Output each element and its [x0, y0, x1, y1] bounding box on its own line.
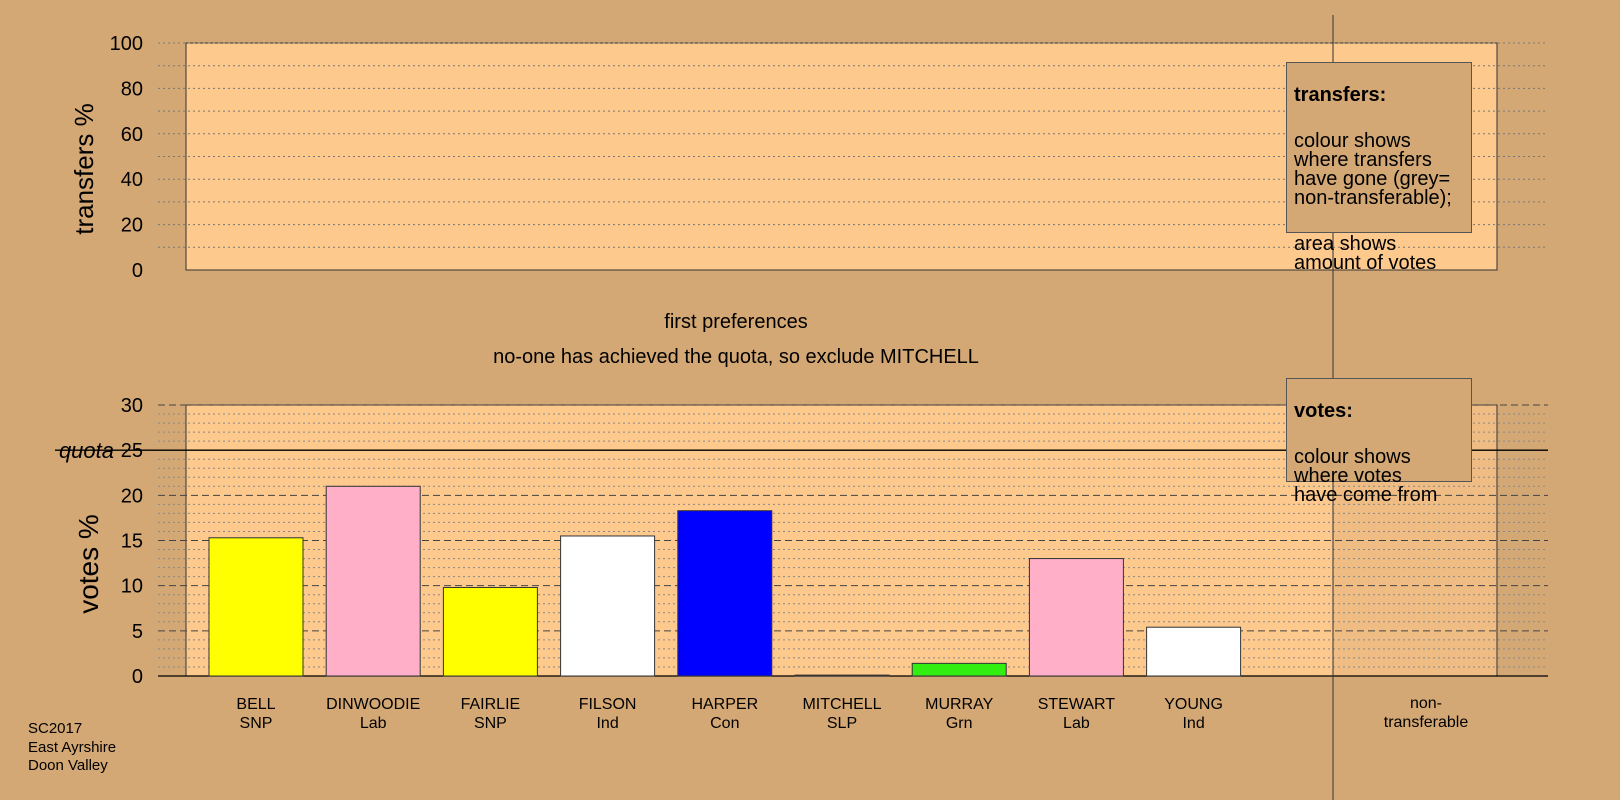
- candidate-party-label: Ind: [596, 715, 618, 732]
- ward-name: Doon Valley: [28, 757, 108, 774]
- votes-tick-label: 10: [121, 576, 143, 598]
- votes-tick-label: 25: [121, 440, 143, 462]
- transfers-legend: transfers: colour shows where transfers …: [1286, 62, 1472, 273]
- candidate-name-label: BELL: [236, 696, 275, 713]
- votes-tick-label: 15: [121, 531, 143, 553]
- transfers-tick-label: 40: [121, 169, 143, 191]
- chart-subline: no-one has achieved the quota, so exclud…: [493, 346, 979, 368]
- chart-headline: first preferences: [664, 311, 808, 333]
- transfers-legend-title: transfers:: [1294, 84, 1387, 106]
- bar: [325, 485, 421, 677]
- candidate-party-label: SLP: [827, 715, 857, 732]
- candidate-party-label: SNP: [240, 715, 273, 732]
- transfers-tick-label: 20: [121, 215, 143, 237]
- transfers-legend-area-text: area shows amount of votes: [1294, 233, 1437, 274]
- category-label: transferable: [1384, 714, 1469, 731]
- candidate-name-label: FILSON: [579, 696, 637, 713]
- votes-tick-label: 5: [132, 621, 143, 643]
- transfers-tick-label: 80: [121, 78, 143, 100]
- votes-legend: votes: colour shows where votes have com…: [1286, 378, 1472, 505]
- candidate-name-label: MITCHELL: [802, 696, 881, 713]
- votes-axis-title: votes %: [73, 514, 104, 614]
- candidate-name-label: HARPER: [691, 696, 758, 713]
- election-footer: SC2017 East Ayrshire Doon Valley: [28, 720, 116, 776]
- candidate-party-label: Lab: [1063, 715, 1090, 732]
- candidate-name-label: YOUNG: [1164, 696, 1223, 713]
- transfers-tick-label: 60: [121, 124, 143, 146]
- candidate-name-label: FAIRLIE: [461, 696, 521, 713]
- candidate-party-label: Lab: [360, 715, 387, 732]
- votes-panel: 0 5 10 15 20 25 30 BELL SNP DINWOODIE Lab FAIRLIE SN…: [55, 395, 1548, 732]
- election-code: SC2017: [28, 720, 83, 737]
- bar: [677, 510, 773, 677]
- candidate-party-label: Ind: [1182, 715, 1204, 732]
- transfers-panel: 0 20 40 60 80 100: [110, 33, 1548, 282]
- transfers-tick-label: 0: [132, 260, 143, 282]
- votes-tick-label: 0: [132, 666, 143, 688]
- candidate-name-label: MURRAY: [925, 696, 993, 713]
- votes-tick-label: 20: [121, 485, 143, 507]
- bar: [442, 586, 538, 677]
- bar: [911, 662, 1007, 677]
- bar: [794, 674, 890, 677]
- votes-legend-title: votes:: [1294, 400, 1353, 422]
- candidate-name-label: STEWART: [1038, 696, 1116, 713]
- votes-legend-colour-text: colour shows where votes have come from: [1294, 446, 1438, 506]
- quota-label: quota: [59, 438, 114, 463]
- bar: [1146, 626, 1242, 677]
- candidate-name-label: DINWOODIE: [326, 696, 420, 713]
- candidate-party-label: Grn: [946, 715, 973, 732]
- category-label: non-: [1410, 695, 1442, 712]
- transfers-axis-title: transfers %: [69, 103, 99, 235]
- bar: [208, 537, 304, 677]
- transfers-tick-label: 100: [110, 33, 143, 55]
- candidate-party-label: SNP: [474, 715, 507, 732]
- bar: [1028, 558, 1124, 677]
- transfers-legend-colour-text: colour shows where transfers have gone (…: [1294, 130, 1452, 209]
- votes-tick-label: 30: [121, 395, 143, 417]
- council-name: East Ayrshire: [28, 738, 117, 756]
- candidate-party-label: Con: [710, 715, 739, 732]
- bar: [560, 535, 656, 677]
